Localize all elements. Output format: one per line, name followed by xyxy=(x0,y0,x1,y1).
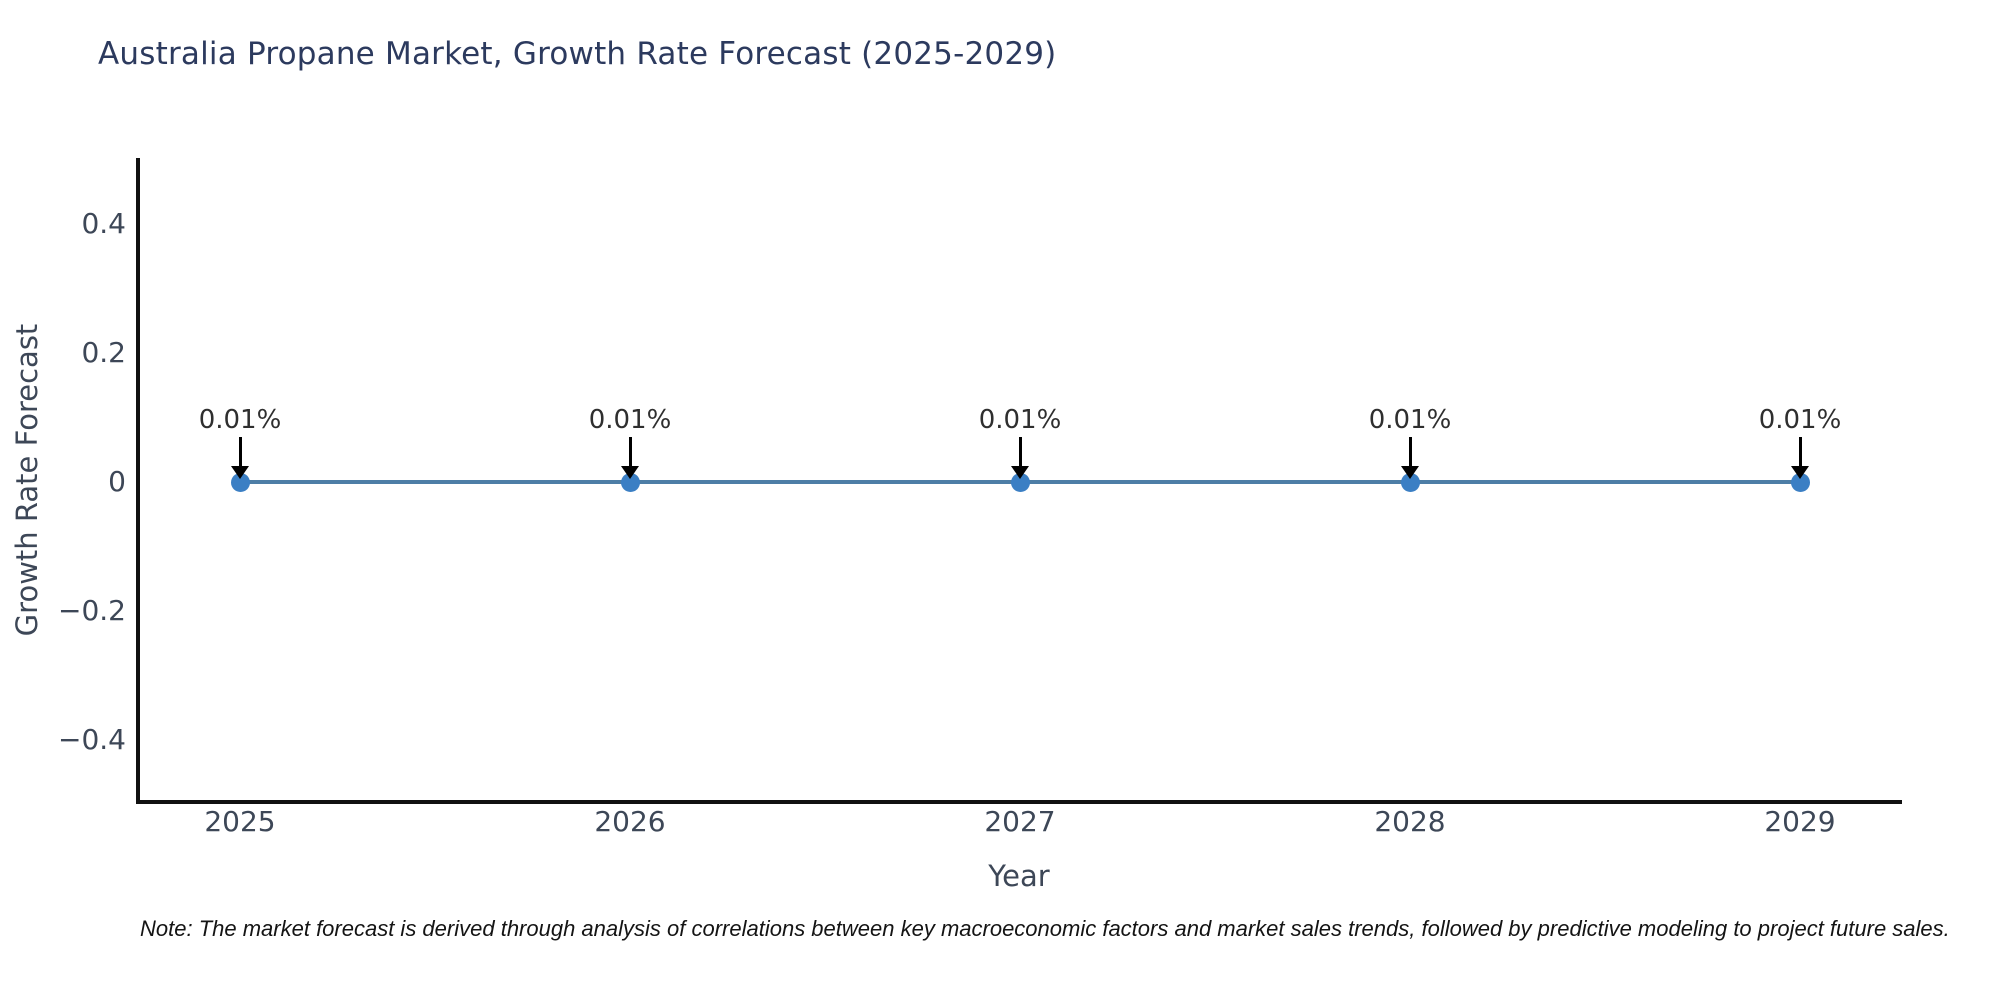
annotation-arrow-stem xyxy=(1408,437,1412,467)
annotation-arrow-head xyxy=(1011,466,1029,479)
annotation-arrow-head xyxy=(1401,466,1419,479)
x-tick-label: 2025 xyxy=(204,805,276,838)
x-axis-title: Year xyxy=(988,859,1050,893)
annotation-arrow-stem xyxy=(628,437,632,467)
point-value-label: 0.01% xyxy=(1368,405,1452,435)
x-tick-label: 2027 xyxy=(984,805,1056,838)
y-tick-label: −0.2 xyxy=(58,594,126,627)
annotation-arrow-head xyxy=(621,466,639,479)
y-tick-label: 0 xyxy=(108,465,126,498)
x-tick-label: 2029 xyxy=(1764,805,1836,838)
point-value-label: 0.01% xyxy=(1758,405,1842,435)
annotation-arrow-stem xyxy=(238,437,242,467)
footnote: Note: The market forecast is derived thr… xyxy=(140,916,1950,941)
x-axis-line xyxy=(136,800,1902,804)
annotation-arrow-head xyxy=(1791,466,1809,479)
y-tick-label: 0.2 xyxy=(81,336,126,369)
point-value-label: 0.01% xyxy=(978,405,1062,435)
point-value-label: 0.01% xyxy=(198,405,282,435)
annotation-arrow-stem xyxy=(1018,437,1022,467)
annotation-arrow-head xyxy=(231,466,249,479)
chart-title: Australia Propane Market, Growth Rate Fo… xyxy=(98,36,1057,72)
point-value-label: 0.01% xyxy=(588,405,672,435)
y-axis-line xyxy=(136,158,140,804)
x-tick-label: 2028 xyxy=(1374,805,1446,838)
annotation-arrow-stem xyxy=(1798,437,1802,467)
y-tick-label: −0.4 xyxy=(58,723,126,756)
x-tick-label: 2026 xyxy=(594,805,666,838)
y-tick-label: 0.4 xyxy=(81,207,126,240)
